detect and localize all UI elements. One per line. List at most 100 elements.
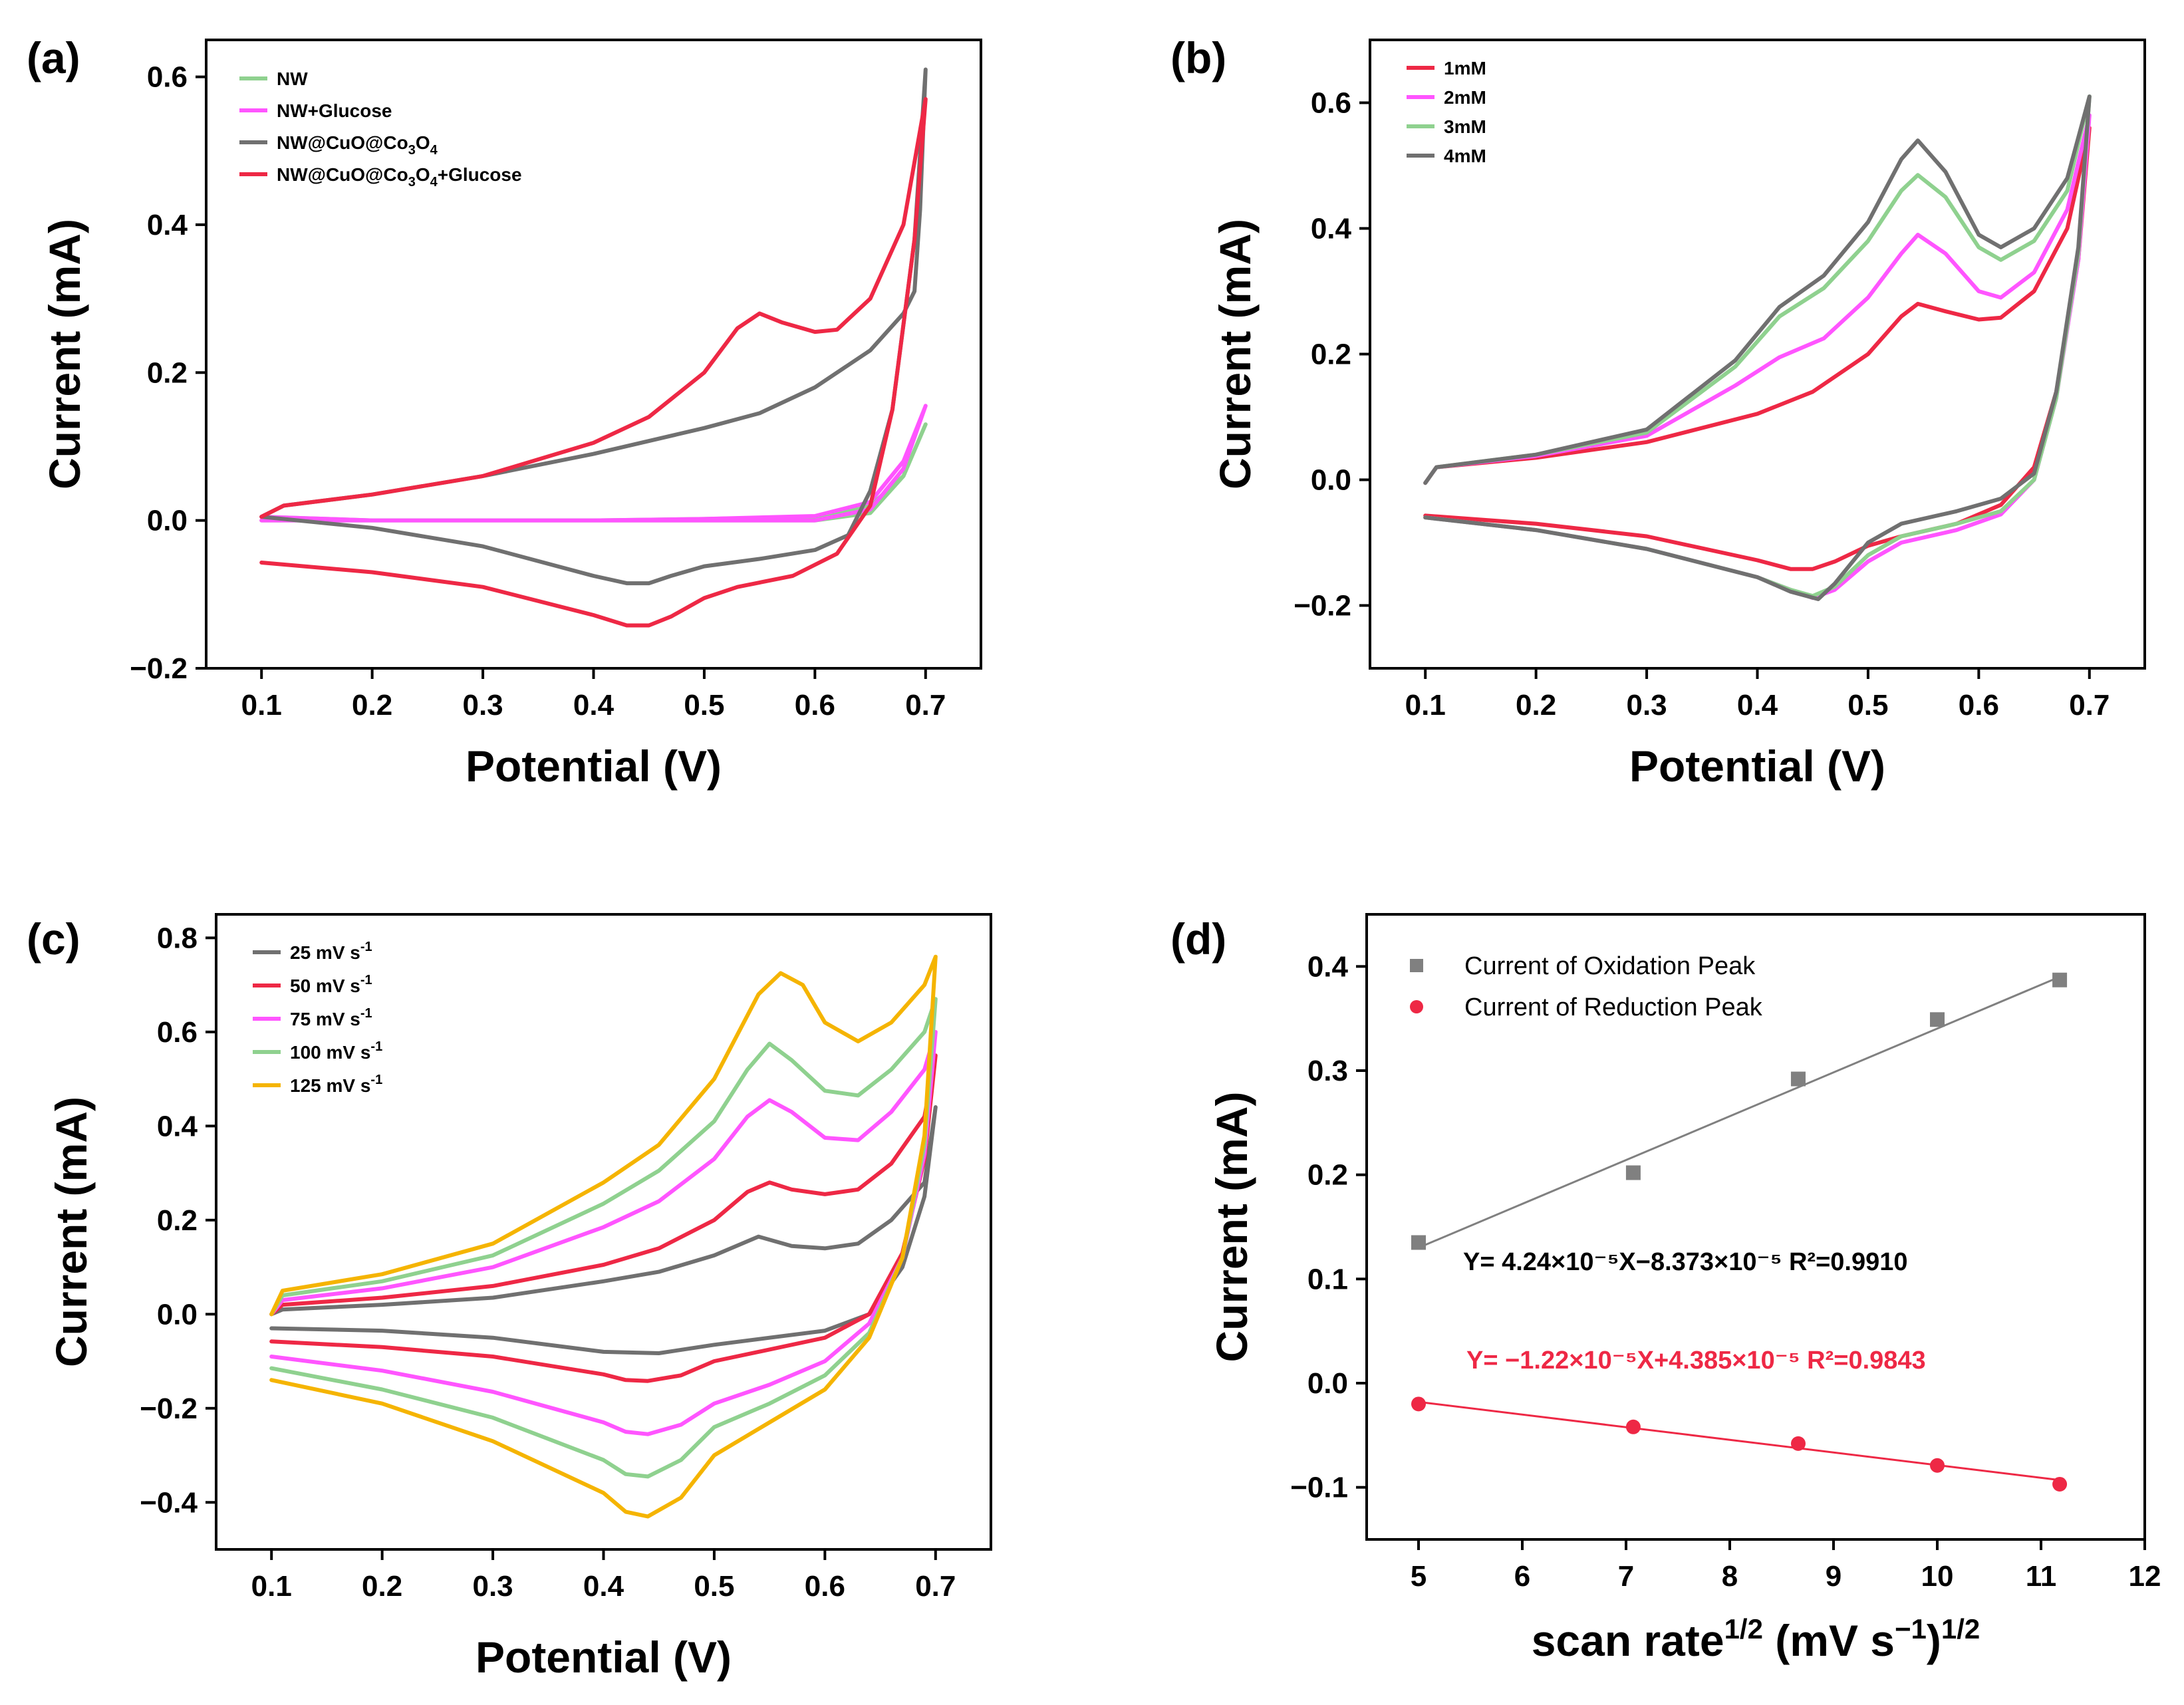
y-tick-label: 0.0	[157, 1298, 198, 1331]
series-line	[269, 997, 938, 1479]
panel-label: (c)	[27, 914, 80, 964]
y-tick-label: 0.6	[1311, 87, 1351, 120]
x-tick-label: 10	[1921, 1560, 1954, 1593]
legend-label: NW	[277, 68, 308, 89]
y-tick-label: 0.4	[157, 1110, 198, 1142]
data-point	[1930, 1458, 1945, 1473]
series-line	[259, 422, 928, 523]
legend-label: 125 mV s-1	[290, 1073, 382, 1096]
x-tick-label: 0.7	[915, 1570, 956, 1603]
y-axis-title: Current (mA)	[47, 1097, 96, 1367]
x-tick-label: 0.1	[1405, 689, 1446, 721]
x-tick-label: 0.3	[472, 1570, 513, 1603]
y-tick-label: 0.2	[157, 1204, 198, 1237]
x-tick-label: 0.7	[905, 689, 946, 721]
x-tick-label: 0.5	[1847, 689, 1888, 721]
x-tick-label: 5	[1411, 1560, 1427, 1593]
x-tick-label: 11	[2026, 1560, 2057, 1593]
plot-frame	[1365, 913, 2146, 1541]
data-point	[1790, 1436, 1806, 1451]
legend-label: 75 mV s-1	[290, 1006, 372, 1029]
y-axis-title: Current (mA)	[40, 219, 89, 489]
y-tick-label: 0.1	[1307, 1263, 1348, 1295]
x-axis-title: scan rate1/2 (mV s−1)1/2	[1532, 1613, 1980, 1665]
x-tick-label: 0.2	[352, 689, 392, 721]
y-axis-title: Current (mA)	[1210, 219, 1260, 489]
x-tick-label: 0.2	[1516, 689, 1556, 721]
x-tick-label: 9	[1826, 1560, 1842, 1593]
x-tick-label: 0.6	[805, 1570, 845, 1603]
legend-label: 2mM	[1444, 87, 1486, 108]
x-tick-label: 0.7	[2069, 689, 2110, 721]
x-axis-title: Potential (V)	[466, 741, 722, 791]
legend-swatch	[1410, 1000, 1423, 1013]
x-tick-label: 0.1	[241, 689, 282, 721]
legend-label: 4mM	[1444, 146, 1486, 166]
x-tick-label: 7	[1618, 1560, 1634, 1593]
y-tick-label: 0.3	[1307, 1055, 1348, 1087]
x-tick-label: 0.6	[795, 689, 835, 721]
x-tick-label: 6	[1514, 1560, 1530, 1593]
x-tick-label: 0.3	[462, 689, 503, 721]
y-tick-label: 0.2	[1311, 338, 1351, 371]
data-point	[1625, 1419, 1641, 1434]
legend-label: 3mM	[1444, 116, 1486, 137]
series-line	[259, 96, 928, 628]
x-tick-label: 0.2	[362, 1570, 402, 1603]
y-tick-label: 0.0	[1307, 1367, 1348, 1400]
legend-label: 100 mV s-1	[290, 1039, 382, 1063]
data-point	[1411, 1235, 1426, 1250]
y-tick-label: 0.8	[157, 922, 198, 954]
x-tick-label: 0.6	[1959, 689, 1999, 721]
data-point	[1930, 1012, 1945, 1027]
y-tick-label: −0.2	[140, 1392, 198, 1425]
panel-label: (b)	[1170, 33, 1226, 82]
y-tick-label: 0.2	[1307, 1159, 1348, 1192]
legend-label: NW@CuO@Co3O4+Glucose	[277, 164, 522, 190]
panel-label: (a)	[27, 33, 80, 82]
series-line	[1423, 113, 2092, 600]
data-point	[1411, 1396, 1426, 1412]
x-tick-label: 0.4	[1737, 689, 1778, 721]
x-tick-label: 0.4	[573, 689, 614, 721]
y-tick-label: 0.6	[157, 1016, 198, 1049]
legend-label: Current of Oxidation Peak	[1464, 952, 1756, 980]
x-tick-label: 0.5	[684, 689, 724, 721]
legend-label: Current of Reduction Peak	[1464, 993, 1763, 1021]
y-tick-label: 0.4	[1307, 950, 1349, 983]
y-tick-label: 0.2	[147, 356, 188, 389]
fit-equation: Y= 4.24×10⁻⁵X−8.373×10⁻⁵ R²=0.9910	[1463, 1248, 1908, 1276]
fit-line	[1418, 976, 2060, 1249]
x-tick-label: 0.4	[583, 1570, 624, 1603]
data-point	[2052, 1476, 2068, 1492]
y-tick-label: −0.1	[1290, 1472, 1348, 1504]
x-tick-label: 0.3	[1626, 689, 1667, 721]
y-tick-label: 0.4	[1311, 213, 1352, 245]
x-tick-label: 8	[1722, 1560, 1738, 1593]
series-line	[259, 404, 928, 523]
series-line	[1423, 94, 2092, 601]
chart-panel-a: (a) 0.1 0.2 0.3 0.4 0.5 0.6 0.7 −0.2 0.0 0.2 0.4 0.6…	[27, 33, 982, 791]
chart-panel-c: (c) 0.1 0.2 0.3 0.4 0.5 0.6 0.7 −0.4 −0.2 0.0 0.2 0.…	[27, 913, 992, 1682]
chart-panel-d: (d) 5 6 7 8 9 10 11 12 −0.1 0.0 0.1 0.2 0.3 0.4 Current…	[1170, 913, 2161, 1665]
legend-label: 25 mV s-1	[290, 940, 372, 963]
fit-line	[1418, 1400, 2060, 1482]
y-tick-label: −0.2	[1294, 590, 1351, 622]
x-axis-title: Potential (V)	[1629, 741, 1885, 791]
legend-label: 1mM	[1444, 58, 1486, 78]
data-point	[1625, 1165, 1641, 1180]
legend-label: NW@CuO@Co3O4	[277, 132, 438, 158]
y-tick-label: −0.4	[140, 1486, 198, 1519]
series-line	[269, 1105, 938, 1355]
series-line	[269, 954, 938, 1519]
y-tick-label: −0.2	[130, 652, 188, 685]
legend-swatch	[1410, 959, 1423, 972]
x-tick-label: 0.1	[251, 1570, 292, 1603]
x-tick-label: 12	[2129, 1560, 2161, 1593]
data-point	[1790, 1071, 1806, 1087]
chart-panel-b: (b) 0.1 0.2 0.3 0.4 0.5 0.6 0.7 −0.2 0.0 0.2 0.4 0.6…	[1170, 33, 2146, 791]
y-tick-label: 0.4	[147, 209, 188, 241]
legend-label: 50 mV s-1	[290, 973, 372, 996]
y-tick-label: 0.0	[1311, 464, 1351, 497]
